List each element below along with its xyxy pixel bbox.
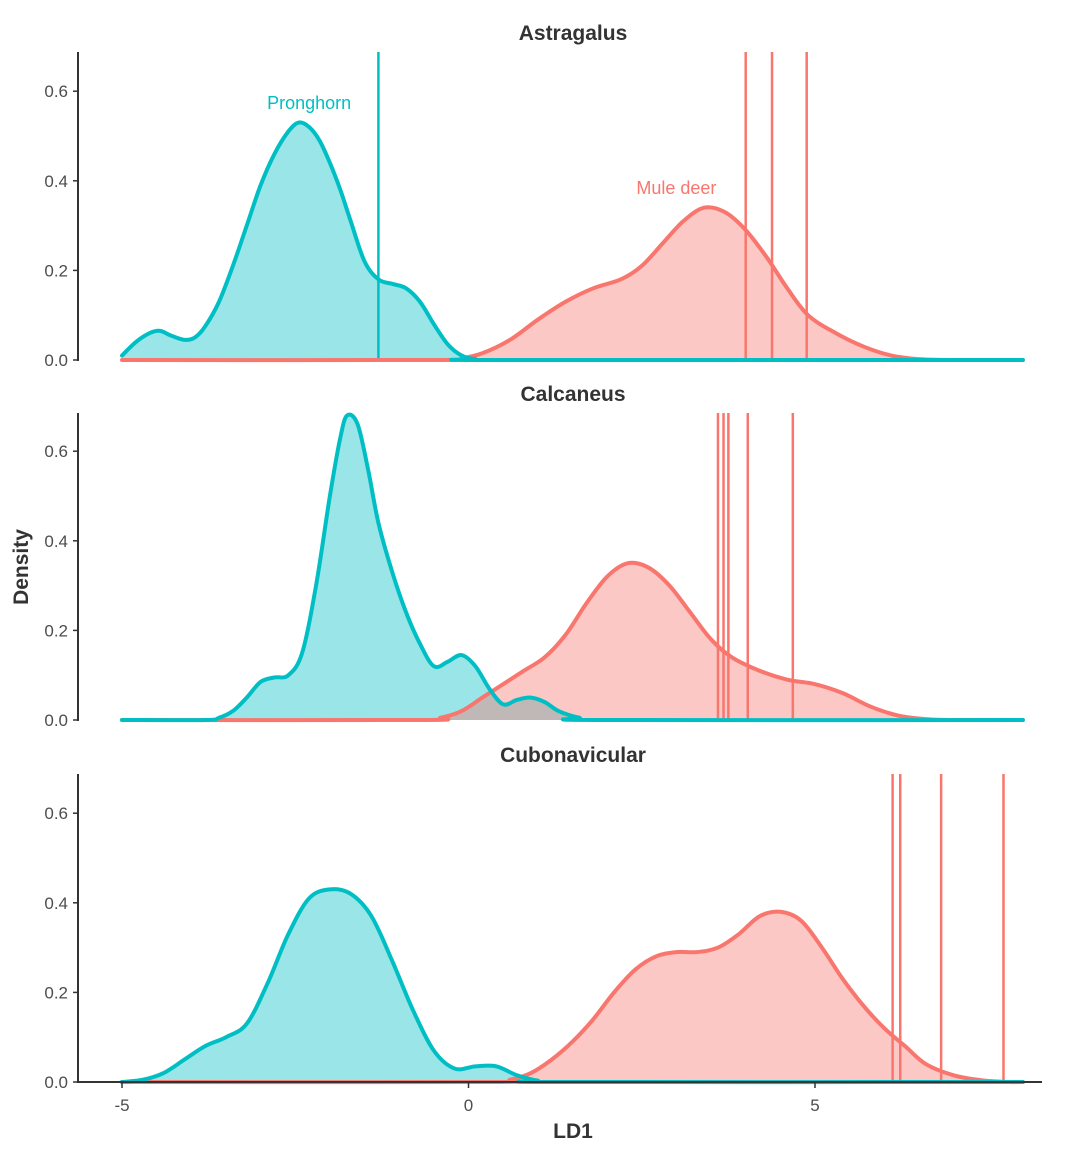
x-tick-label: 0 bbox=[464, 1096, 473, 1115]
density-curve-pronghorn bbox=[120, 412, 1025, 723]
y-tick-label: 0.6 bbox=[44, 442, 68, 461]
panel-title: Cubonavicular bbox=[500, 744, 646, 767]
x-axis-title: LD1 bbox=[553, 1120, 593, 1143]
panel-cubonavicular: Cubonavicular 0.0 0.2 0.4 0.6 -5 0 5 bbox=[44, 744, 1042, 1115]
density-fill-pronghorn bbox=[122, 122, 1023, 361]
y-tick-label: 0.4 bbox=[44, 532, 68, 551]
density-fill-mule-deer bbox=[122, 562, 1023, 721]
panel-calcaneus: Calcaneus 0.0 0.2 0.4 0.6 bbox=[44, 383, 1025, 730]
density-curve-pronghorn bbox=[120, 887, 1025, 1085]
annotation-mule-deer: Mule deer bbox=[636, 178, 716, 198]
y-tick-label: 0.2 bbox=[44, 261, 68, 280]
y-tick-label: 0.0 bbox=[44, 351, 68, 370]
density-curve-mule-deer bbox=[120, 205, 1025, 363]
y-tick-label: 0.6 bbox=[44, 804, 68, 823]
y-tick-label: 0.0 bbox=[44, 711, 68, 730]
density-fill-mule-deer bbox=[122, 911, 1023, 1083]
y-tick-label: 0.2 bbox=[44, 621, 68, 640]
annotation-pronghorn: Pronghorn bbox=[267, 93, 351, 113]
density-curve-mule-deer bbox=[120, 560, 1025, 723]
panel-astragalus: Astragalus 0.0 0.2 0.4 0.6 Pronghorn Mule deer bbox=[44, 22, 1025, 370]
y-tick-label: 0.0 bbox=[44, 1073, 68, 1092]
x-tick-label: 5 bbox=[810, 1096, 819, 1115]
y-tick-label: 0.4 bbox=[44, 172, 68, 191]
y-tick-label: 0.6 bbox=[44, 82, 68, 101]
y-tick-label: 0.4 bbox=[44, 894, 68, 913]
density-curve-pronghorn bbox=[120, 120, 1025, 363]
density-fill-mule-deer bbox=[122, 207, 1023, 361]
density-fill-pronghorn bbox=[122, 889, 1023, 1083]
y-axis-title: Density bbox=[10, 529, 33, 605]
density-curve-mule-deer bbox=[120, 909, 1025, 1085]
y-tick-label: 0.2 bbox=[44, 983, 68, 1002]
panel-title: Astragalus bbox=[519, 22, 628, 45]
panel-title: Calcaneus bbox=[520, 383, 625, 406]
x-tick-label: -5 bbox=[114, 1096, 129, 1115]
density-fill-pronghorn bbox=[122, 414, 1023, 721]
